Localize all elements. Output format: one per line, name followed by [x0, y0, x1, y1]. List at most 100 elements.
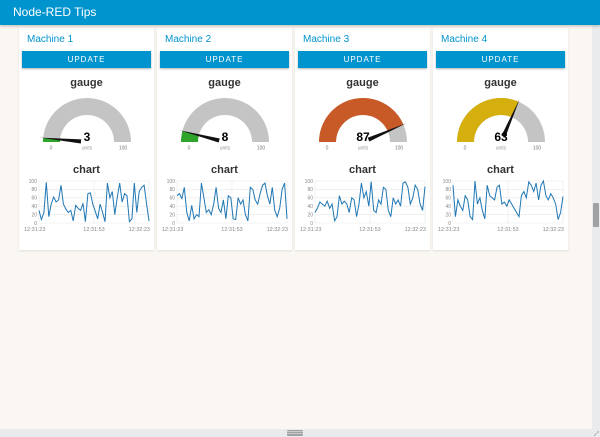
chart-title: chart: [349, 164, 376, 176]
chart-svg: 0 20 40 60 80 100 12:31:23 12:31:53 12:32:23: [300, 179, 426, 233]
chart-widget: chart 0 20 40 60 80 100 12:31:23 12:31:53 12:32:…: [433, 164, 568, 237]
gauge-value: 8: [221, 130, 228, 144]
gauge-max-label: 100: [532, 146, 541, 152]
update-button[interactable]: UPDATE: [298, 51, 427, 68]
y-tick-label: 20: [31, 212, 37, 218]
x-tick-label: 12:32:23: [128, 227, 149, 233]
gauge-min-label: 0: [187, 146, 190, 152]
gauge-svg: 63 units 0 100: [456, 98, 545, 152]
app-header: Node-RED Tips: [0, 0, 600, 25]
horizontal-scrollbar-thumb[interactable]: [287, 430, 303, 436]
x-tick-label: 12:32:23: [542, 227, 563, 233]
chart-title: chart: [73, 164, 100, 176]
y-tick-label: 0: [448, 221, 451, 227]
gauge-max-label: 100: [394, 146, 403, 152]
y-tick-label: 20: [307, 212, 313, 218]
gauge-needle: [367, 123, 406, 142]
y-tick-label: 0: [310, 221, 313, 227]
chart-line-series: [176, 182, 287, 222]
x-tick-label: 12:31:53: [221, 227, 242, 233]
x-tick-label: 12:31:53: [359, 227, 380, 233]
chart-line-series: [452, 179, 563, 221]
update-button[interactable]: UPDATE: [436, 51, 565, 68]
gauge-widget: gauge 87 units 0 100: [295, 77, 430, 154]
machine-group-card: Machine 1 UPDATE gauge 3 units 0 100 cha…: [19, 28, 154, 250]
dashboard-groups: Machine 1 UPDATE gauge 3 units 0 100 cha…: [19, 28, 568, 250]
gauge-needle: [500, 98, 520, 138]
x-tick-label: 12:31:23: [438, 227, 459, 233]
y-tick-label: 80: [31, 187, 37, 193]
gauge-widget: gauge 63 units 0 100: [433, 77, 568, 154]
x-tick-label: 12:32:23: [404, 227, 425, 233]
gauge-needle: [178, 130, 220, 143]
gauge-canvas: 87 units 0 100: [295, 90, 430, 154]
y-tick-label: 20: [445, 212, 451, 218]
gauge-value: 63: [494, 130, 508, 144]
gauge-value: 87: [356, 130, 370, 144]
x-tick-label: 12:31:53: [83, 227, 104, 233]
gauge-max-label: 100: [256, 146, 265, 152]
vertical-scrollbar-track[interactable]: [592, 25, 600, 429]
chart-line-series: [314, 181, 425, 223]
chart-title: chart: [487, 164, 514, 176]
x-tick-label: 12:31:23: [162, 227, 183, 233]
gauge-canvas: 63 units 0 100: [433, 90, 568, 154]
chart-canvas: 0 20 40 60 80 100 12:31:23 12:31:53 12:32:23: [295, 177, 430, 237]
chart-widget: chart 0 20 40 60 80 100 12:31:23 12:31:53 12:32:…: [19, 164, 154, 237]
chart-canvas: 0 20 40 60 80 100 12:31:23 12:31:53 12:32:23: [433, 177, 568, 237]
gauge-units-label: units: [219, 146, 230, 152]
gauge-needle: [39, 137, 81, 144]
gauge-svg: 8 units 0 100: [178, 98, 269, 152]
y-tick-label: 80: [307, 187, 313, 193]
gauge-title: gauge: [346, 77, 379, 89]
machine-group-card: Machine 4 UPDATE gauge 63 units 0 100 ch…: [433, 28, 568, 250]
y-tick-label: 40: [445, 204, 451, 210]
machine-group-title: Machine 4: [441, 34, 488, 45]
y-tick-label: 40: [307, 204, 313, 210]
gauge-widget: gauge 3 units 0 100: [19, 77, 154, 154]
gauge-svg: 87 units 0 100: [318, 98, 407, 152]
chart-widget: chart 0 20 40 60 80 100 12:31:23 12:31:53 12:32:…: [157, 164, 292, 237]
chart-line-series: [38, 182, 149, 223]
x-tick-label: 12:32:23: [266, 227, 287, 233]
y-tick-label: 100: [304, 179, 313, 185]
y-tick-label: 100: [28, 179, 37, 185]
x-tick-label: 12:31:53: [497, 227, 518, 233]
gauge-min-label: 0: [49, 146, 52, 152]
y-tick-label: 0: [172, 221, 175, 227]
gauge-min-label: 0: [463, 146, 466, 152]
resize-grip-icon: [592, 429, 600, 437]
y-tick-label: 100: [166, 179, 175, 185]
chart-svg: 0 20 40 60 80 100 12:31:23 12:31:53 12:32:23: [438, 179, 564, 233]
y-tick-label: 40: [31, 204, 37, 210]
gauge-units-label: units: [81, 146, 92, 152]
y-tick-label: 60: [307, 196, 313, 202]
update-button[interactable]: UPDATE: [160, 51, 289, 68]
y-tick-label: 80: [445, 187, 451, 193]
machine-group-title: Machine 1: [27, 34, 74, 45]
horizontal-scrollbar-track[interactable]: [0, 429, 592, 437]
gauge-units-label: units: [357, 146, 368, 152]
vertical-scrollbar-thumb[interactable]: [593, 203, 599, 227]
gauge-title: gauge: [70, 77, 103, 89]
gauge-svg: 3 units 0 100: [39, 98, 131, 152]
page-title: Node-RED Tips: [13, 5, 97, 19]
y-tick-label: 40: [169, 204, 175, 210]
gauge-value: 3: [83, 130, 90, 144]
gauge-min-label: 0: [325, 146, 328, 152]
gauge-title: gauge: [484, 77, 517, 89]
y-tick-label: 20: [169, 212, 175, 218]
y-tick-label: 60: [169, 196, 175, 202]
x-tick-label: 12:31:23: [300, 227, 321, 233]
machine-group-title: Machine 2: [165, 34, 212, 45]
gauge-canvas: 8 units 0 100: [157, 90, 292, 154]
gauge-canvas: 3 units 0 100: [19, 90, 154, 154]
y-tick-label: 100: [442, 179, 451, 185]
update-button[interactable]: UPDATE: [22, 51, 151, 68]
gauge-max-label: 100: [118, 146, 127, 152]
y-tick-label: 0: [34, 221, 37, 227]
machine-group-card: Machine 3 UPDATE gauge 87 units 0 100 ch…: [295, 28, 430, 250]
y-tick-label: 60: [31, 196, 37, 202]
machine-group-card: Machine 2 UPDATE gauge 8 units 0 100 cha…: [157, 28, 292, 250]
gauge-title: gauge: [208, 77, 241, 89]
